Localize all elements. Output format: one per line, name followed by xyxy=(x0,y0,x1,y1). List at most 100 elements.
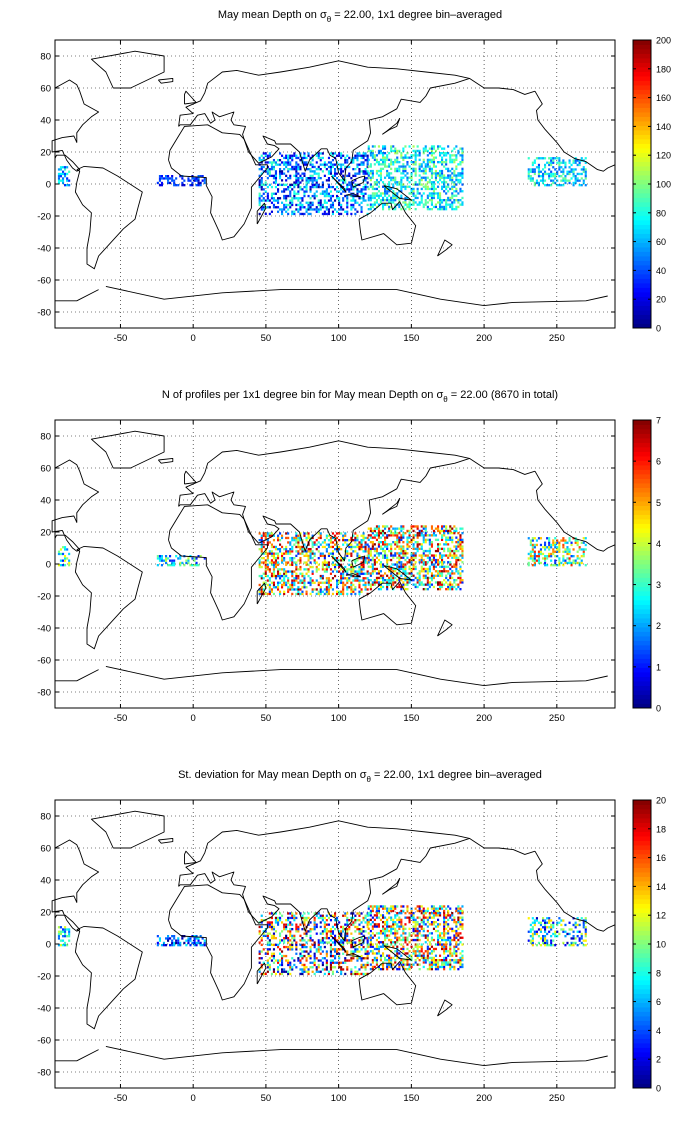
data-cell xyxy=(457,541,460,544)
data-cell xyxy=(390,163,393,166)
data-cell xyxy=(371,169,374,173)
data-cell xyxy=(279,197,282,200)
data-cell xyxy=(356,950,359,953)
data-cell xyxy=(367,905,370,908)
data-cell xyxy=(394,147,397,150)
data-cell xyxy=(258,957,261,960)
data-cell xyxy=(379,194,383,197)
data-cell xyxy=(535,555,539,558)
data-cell xyxy=(441,547,444,551)
data-cell xyxy=(404,199,407,202)
data-cell xyxy=(386,556,389,559)
data-cell xyxy=(283,206,286,209)
data-cell xyxy=(329,932,333,935)
data-cell xyxy=(443,190,446,193)
data-cell xyxy=(323,561,326,564)
data-cell xyxy=(560,184,563,187)
data-cell xyxy=(287,930,290,933)
data-cell xyxy=(336,185,339,189)
data-cell xyxy=(437,543,440,546)
data-cell xyxy=(272,961,276,964)
colorbar-swatch xyxy=(633,121,651,126)
data-cell xyxy=(338,212,341,216)
data-cell xyxy=(297,165,300,169)
colorbar-swatch xyxy=(633,505,651,511)
data-cell xyxy=(574,179,577,182)
data-cell xyxy=(439,194,442,197)
data-cell xyxy=(64,168,67,171)
data-cell xyxy=(396,556,399,559)
data-cell xyxy=(434,205,438,209)
data-cell xyxy=(410,556,413,559)
y-tick-label: 80 xyxy=(40,432,51,443)
data-cell xyxy=(165,944,168,947)
data-cell xyxy=(364,914,367,917)
data-cell xyxy=(379,552,383,555)
data-cell xyxy=(439,174,442,177)
data-cell xyxy=(449,176,452,179)
data-cell xyxy=(193,559,196,562)
data-cell xyxy=(283,183,286,187)
data-cell xyxy=(260,590,263,593)
data-cell xyxy=(293,570,296,573)
data-cell xyxy=(338,961,341,964)
data-cell xyxy=(566,170,569,173)
data-cell xyxy=(270,174,274,178)
data-cell xyxy=(342,968,345,971)
data-cell xyxy=(416,187,419,191)
data-cell xyxy=(342,534,345,537)
data-cell xyxy=(285,203,288,207)
data-cell xyxy=(309,179,312,182)
data-cell xyxy=(358,548,361,551)
data-cell xyxy=(412,163,415,166)
data-cell xyxy=(305,590,308,593)
data-cell xyxy=(291,581,294,584)
data-cell xyxy=(291,197,294,200)
coastline xyxy=(345,573,361,578)
data-cell xyxy=(281,172,284,175)
data-cell xyxy=(562,537,565,540)
data-cell xyxy=(285,210,288,213)
data-cell xyxy=(325,190,328,193)
data-cell xyxy=(430,174,434,177)
data-cell xyxy=(266,559,269,562)
data-cell xyxy=(402,570,405,573)
data-cell xyxy=(447,167,450,171)
data-cell xyxy=(301,914,304,917)
data-cell xyxy=(550,552,553,556)
data-cell xyxy=(424,532,427,535)
data-cell xyxy=(350,932,353,935)
data-cell xyxy=(377,572,381,575)
data-cell xyxy=(270,943,274,947)
data-cell xyxy=(527,170,530,173)
data-cell xyxy=(317,950,320,953)
data-cell xyxy=(379,529,383,533)
data-cell xyxy=(558,157,561,160)
data-cell xyxy=(432,194,436,197)
data-cell xyxy=(203,941,206,945)
data-cell xyxy=(412,161,415,164)
data-cell xyxy=(412,145,415,148)
data-cell xyxy=(187,559,190,562)
data-cell xyxy=(293,557,296,560)
data-cell xyxy=(62,944,65,947)
data-cell xyxy=(424,178,427,182)
data-cell xyxy=(550,564,553,567)
data-cell xyxy=(367,158,370,162)
data-cell xyxy=(342,941,345,944)
data-cell xyxy=(270,554,274,558)
data-cell xyxy=(410,176,413,179)
data-cell xyxy=(451,176,454,179)
data-cell xyxy=(315,565,318,569)
data-cell xyxy=(388,181,391,184)
colorbar-swatch xyxy=(633,528,651,533)
data-cell xyxy=(309,190,312,193)
data-cell xyxy=(295,545,298,549)
data-cell xyxy=(574,157,577,160)
data-cell xyxy=(307,152,310,155)
data-cell xyxy=(305,563,308,567)
data-cell xyxy=(414,907,417,910)
data-cell xyxy=(301,212,304,216)
data-cell xyxy=(268,206,271,209)
data-cell xyxy=(402,147,405,150)
